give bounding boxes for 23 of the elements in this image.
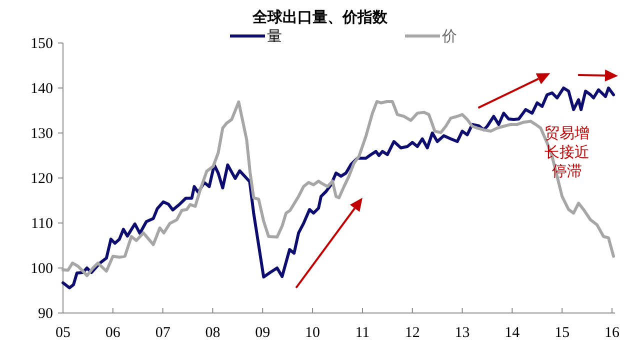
chart-title: 全球出口量、价指数 (252, 9, 388, 26)
x-tick-label: 05 (56, 325, 70, 341)
x-tick-label: 11 (355, 325, 370, 341)
annotation: 贸易增长接近停滞 (544, 126, 590, 180)
legend-label: 价 (441, 28, 457, 45)
y-tick-label: 140 (30, 81, 53, 97)
y-tick-label: 90 (38, 306, 53, 322)
y-tick-label: 130 (30, 126, 53, 142)
y-tick-label: 120 (30, 171, 53, 187)
x-tick-label: 13 (454, 325, 470, 341)
x-tick-label: 10 (305, 325, 320, 341)
x-tick-label: 14 (504, 325, 520, 341)
x-tick-label: 06 (105, 325, 121, 341)
x-tick-label: 12 (404, 325, 420, 341)
y-tick-label: 100 (30, 261, 53, 277)
x-tick-label: 16 (604, 325, 620, 341)
x-tick-label: 09 (255, 325, 270, 341)
x-tick-label: 07 (155, 325, 171, 341)
x-tick-label: 08 (205, 325, 220, 341)
legend-label: 量 (267, 29, 282, 45)
x-tick-label: 15 (554, 325, 570, 341)
y-tick-label: 110 (31, 216, 53, 232)
y-tick-label: 150 (30, 36, 53, 52)
